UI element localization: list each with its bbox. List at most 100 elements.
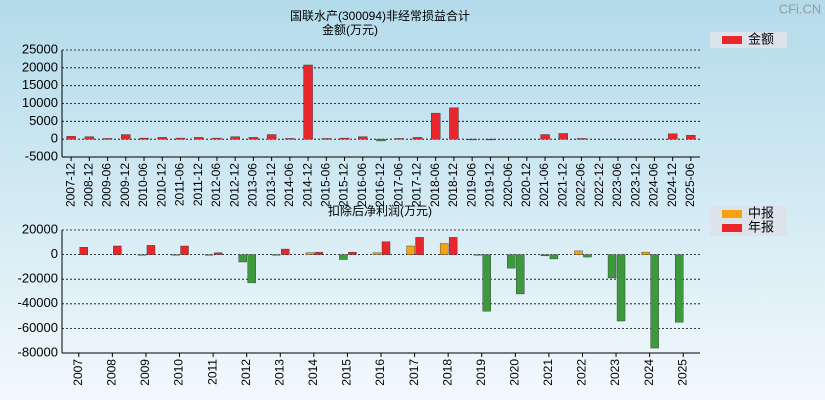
x-tick-label: 2012-06 xyxy=(209,163,223,207)
x-tick-label: 2017 xyxy=(407,359,421,386)
bar xyxy=(507,254,516,269)
chart-title: 扣除后净利润(万元) xyxy=(328,203,432,218)
bar xyxy=(266,134,277,140)
bar xyxy=(348,251,357,255)
y-tick-label: 10000 xyxy=(22,95,58,110)
x-tick-label: 2008-12 xyxy=(82,163,96,207)
bar xyxy=(358,136,368,140)
bar xyxy=(157,137,167,140)
x-tick-label: 2009 xyxy=(138,359,152,386)
bar xyxy=(121,134,131,140)
bar xyxy=(180,245,189,255)
bar xyxy=(372,252,382,255)
bar xyxy=(204,254,214,256)
x-tick-label: 2020-12 xyxy=(519,163,533,207)
bar xyxy=(146,245,156,255)
bar xyxy=(381,241,391,255)
bar xyxy=(583,254,592,258)
bar xyxy=(482,254,491,312)
x-tick-label: 2022-12 xyxy=(592,163,606,207)
bar xyxy=(558,133,568,140)
x-tick-label: 2017-06 xyxy=(391,163,405,207)
bar xyxy=(113,245,122,255)
bar xyxy=(415,237,424,255)
x-tick-label: 2017-12 xyxy=(410,163,424,207)
bar xyxy=(412,137,423,140)
bar xyxy=(686,135,696,140)
x-tick-label: 2022 xyxy=(575,359,589,386)
bar xyxy=(272,254,281,256)
x-tick-label: 2007 xyxy=(71,359,85,386)
bar xyxy=(448,237,458,255)
x-tick-label: 2014-12 xyxy=(300,163,314,207)
x-tick-label: 2021-06 xyxy=(537,163,551,207)
x-tick-label: 2023 xyxy=(608,359,622,386)
x-tick-label: 2018-12 xyxy=(446,163,460,207)
bar xyxy=(616,254,626,322)
y-tick-label: -20000 xyxy=(18,271,58,286)
bar xyxy=(667,133,678,140)
y-tick-label: -40000 xyxy=(18,295,58,310)
x-tick-label: 2009-12 xyxy=(118,163,132,207)
bar xyxy=(137,254,147,256)
bar xyxy=(314,251,324,255)
legend-swatch xyxy=(722,36,742,44)
x-tick-label: 2014-06 xyxy=(282,163,296,207)
x-tick-label: 2012 xyxy=(239,359,253,386)
x-tick-label: 2023-12 xyxy=(628,163,642,207)
bar xyxy=(607,254,617,279)
bar xyxy=(540,134,550,140)
legend-swatch xyxy=(722,210,742,218)
bar xyxy=(376,138,386,142)
x-tick-label: 2015-06 xyxy=(318,163,332,207)
bar xyxy=(439,243,449,255)
x-tick-label: 2010-06 xyxy=(136,163,150,207)
bar xyxy=(230,136,240,140)
bar xyxy=(430,112,441,140)
y-tick-label: 25000 xyxy=(22,41,58,56)
bar xyxy=(485,138,496,141)
x-tick-label: 2010-12 xyxy=(154,163,168,207)
x-tick-label: 2018 xyxy=(440,359,454,386)
bar xyxy=(213,252,223,255)
x-tick-label: 2024-12 xyxy=(665,163,679,207)
legend-label: 金额 xyxy=(748,31,774,46)
bar xyxy=(449,107,459,140)
bar xyxy=(540,254,550,257)
bar xyxy=(339,254,348,260)
y-tick-label: 0 xyxy=(51,246,58,261)
x-tick-label: 2016-12 xyxy=(373,163,387,207)
legend-swatch xyxy=(722,224,742,232)
bar xyxy=(281,248,290,255)
bar xyxy=(467,138,477,141)
y-tick-label: 20000 xyxy=(22,221,58,236)
x-tick-label: 2020-06 xyxy=(501,163,515,207)
x-tick-label: 2019-12 xyxy=(483,163,497,207)
x-tick-label: 2021 xyxy=(541,359,555,386)
x-tick-label: 2014 xyxy=(306,359,320,386)
y-tick-label: 5000 xyxy=(29,113,58,128)
bar xyxy=(321,138,332,140)
bar xyxy=(394,138,404,140)
bar xyxy=(238,254,247,263)
x-tick-label: 2015 xyxy=(340,359,354,386)
x-tick-label: 2009-06 xyxy=(100,163,114,207)
bar xyxy=(171,254,180,256)
y-tick-label: -80000 xyxy=(18,344,58,359)
x-tick-label: 2024 xyxy=(642,359,656,386)
x-tick-label: 2007-12 xyxy=(63,163,77,207)
bar xyxy=(212,137,222,140)
x-tick-label: 2016 xyxy=(373,359,387,386)
chart-title: 国联水产(300094)非经常损益合计 xyxy=(290,8,470,23)
x-tick-label: 2011-06 xyxy=(173,163,187,206)
bar xyxy=(305,252,315,255)
y-tick-label: 15000 xyxy=(22,77,58,92)
bar xyxy=(516,254,525,295)
bar xyxy=(303,64,313,140)
x-tick-label: 2025-06 xyxy=(683,163,697,207)
bar xyxy=(549,254,559,260)
x-tick-label: 2013-06 xyxy=(246,163,260,207)
bar xyxy=(248,137,259,140)
x-tick-label: 2012-12 xyxy=(227,163,241,207)
